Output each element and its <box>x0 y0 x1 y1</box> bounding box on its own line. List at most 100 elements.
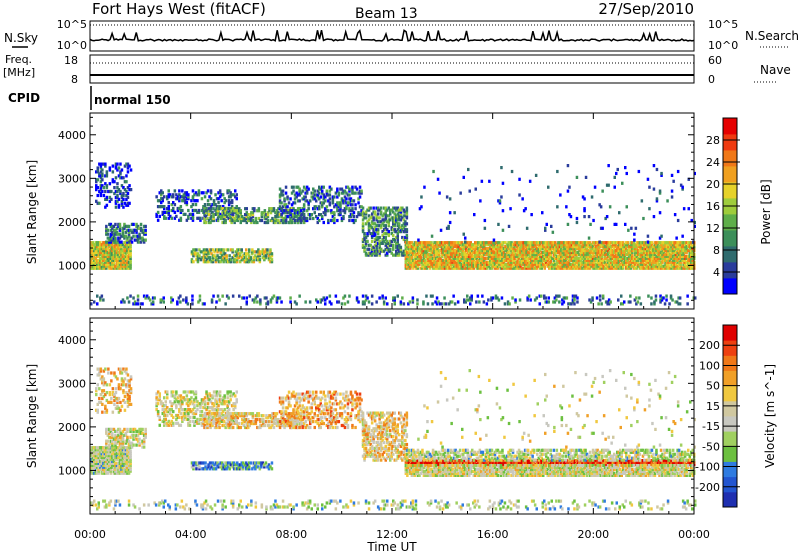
data-cell <box>564 296 567 300</box>
data-cell <box>319 195 322 199</box>
data-cell <box>340 199 344 203</box>
data-cell <box>384 237 387 242</box>
data-cell <box>367 247 371 251</box>
data-cell <box>670 260 673 264</box>
data-cell <box>284 211 288 215</box>
data-cell <box>540 245 543 249</box>
data-cell <box>120 260 123 264</box>
data-cell <box>462 254 465 258</box>
data-cell <box>382 220 386 224</box>
data-cell <box>679 250 682 255</box>
data-cell <box>425 254 429 258</box>
data-cell <box>407 252 411 257</box>
data-cell <box>384 235 387 240</box>
data-cell <box>406 243 409 247</box>
data-cell <box>112 240 116 244</box>
data-cell <box>561 264 565 268</box>
data-cell <box>96 258 99 262</box>
data-cell <box>236 250 239 254</box>
data-cell <box>564 252 568 257</box>
data-cell <box>127 252 131 257</box>
data-cell <box>646 234 650 238</box>
data-cell <box>582 262 586 266</box>
data-cell <box>178 206 181 211</box>
data-cell <box>384 218 387 222</box>
data-cell <box>516 256 519 260</box>
data-cell <box>296 199 300 203</box>
data-cell <box>130 240 134 244</box>
data-cell <box>452 294 455 298</box>
data-cell <box>275 298 279 302</box>
data-cell <box>263 296 267 300</box>
data-cell <box>132 234 135 238</box>
data-cell <box>552 243 556 247</box>
data-cell <box>200 191 204 195</box>
data-cell <box>446 247 450 251</box>
data-cell <box>266 215 270 219</box>
data-cell <box>501 247 504 251</box>
data-cell <box>214 258 218 262</box>
data-cell <box>256 294 259 298</box>
data-cell <box>99 262 102 266</box>
data-cell <box>138 240 141 244</box>
data-cell <box>584 175 588 179</box>
data-cell <box>545 247 548 251</box>
data-cell <box>520 250 524 255</box>
data-cell <box>132 230 135 234</box>
data-cell <box>184 195 187 199</box>
data-cell <box>653 260 657 264</box>
data-cell <box>289 209 292 213</box>
data-cell <box>440 249 444 253</box>
data-cell <box>514 298 517 302</box>
data-cell <box>126 247 129 251</box>
data-cell <box>601 189 604 193</box>
data-cell <box>372 218 375 222</box>
data-cell <box>114 249 117 253</box>
data-cell <box>477 262 480 266</box>
data-cell <box>653 256 657 260</box>
data-cell <box>111 243 114 247</box>
data-cell <box>91 247 94 251</box>
data-cell <box>190 258 194 262</box>
data-cell <box>673 243 676 247</box>
data-cell <box>373 251 377 255</box>
data-cell <box>398 249 401 253</box>
data-cell <box>111 164 115 168</box>
data-cell <box>428 264 432 268</box>
data-cell <box>587 243 590 247</box>
data-cell <box>561 262 565 266</box>
data-cell <box>640 252 643 257</box>
data-cell <box>568 213 571 217</box>
data-cell <box>561 266 565 270</box>
data-cell <box>406 247 409 251</box>
data-cell <box>384 247 387 251</box>
data-cell <box>650 264 654 268</box>
data-cell <box>304 218 307 223</box>
data-cell <box>630 226 633 230</box>
data-cell <box>676 241 679 245</box>
data-cell <box>656 250 660 255</box>
data-cell <box>363 302 366 306</box>
y-tick-label: 2000 <box>58 216 86 229</box>
data-cell <box>124 245 128 249</box>
data-cell <box>457 258 460 262</box>
data-cell <box>422 262 426 266</box>
data-cell <box>502 264 506 268</box>
data-cell <box>419 249 423 253</box>
data-cell <box>293 215 297 219</box>
data-cell <box>90 264 93 268</box>
data-cell <box>336 195 339 199</box>
data-cell <box>662 249 666 253</box>
data-cell <box>103 264 107 268</box>
data-cell <box>631 249 634 253</box>
data-cell <box>480 250 483 255</box>
data-cell <box>257 216 261 221</box>
data-cell <box>321 215 324 219</box>
data-cell <box>655 254 658 258</box>
data-cell <box>127 249 131 253</box>
data-cell <box>123 300 126 304</box>
data-cell <box>254 218 258 223</box>
data-cell <box>511 247 515 251</box>
data-cell <box>555 254 559 258</box>
data-cell <box>99 252 102 257</box>
